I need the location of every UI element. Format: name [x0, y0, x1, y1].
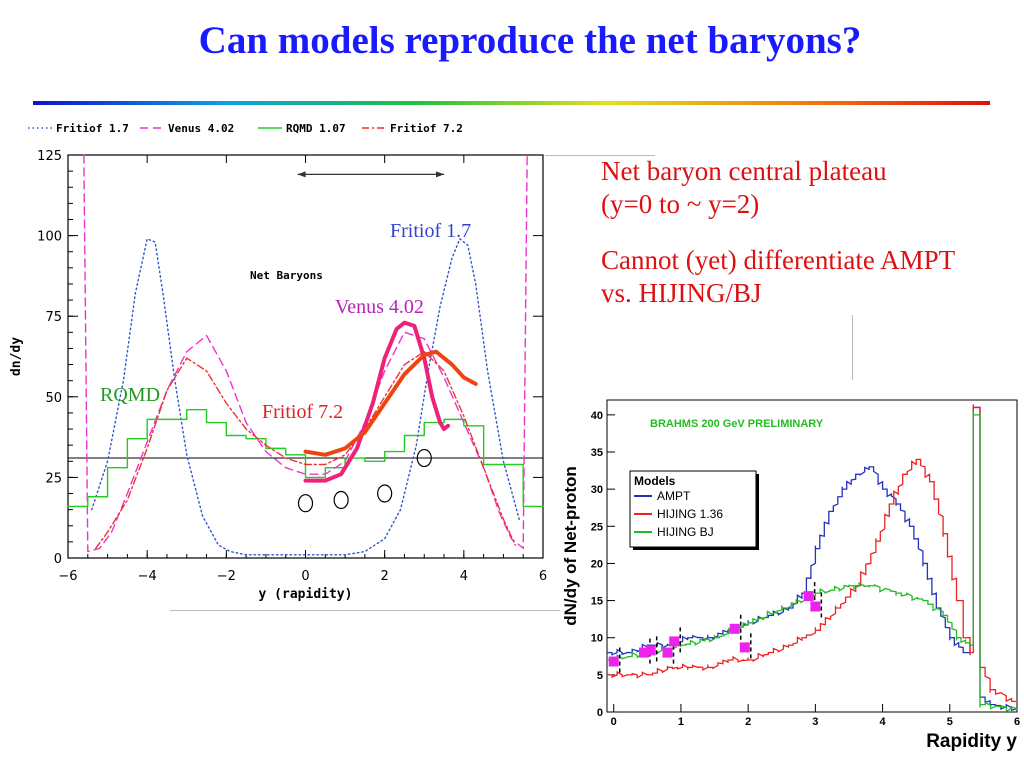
x-tick-label: 6	[539, 569, 547, 584]
series-overlay-orange	[303, 349, 478, 457]
plateau-arrowhead	[436, 171, 445, 178]
data-point	[638, 647, 649, 658]
legend-label: HIJING 1.36	[657, 507, 723, 521]
data-point	[803, 591, 814, 602]
annotation-fritiof-1-7: Fritiof 1.7	[390, 220, 471, 242]
legend-label: Venus 4.02	[168, 122, 234, 135]
right-chart-background	[560, 388, 1024, 768]
x-tick-label: 0	[611, 716, 617, 728]
title-divider	[33, 101, 990, 105]
data-point	[669, 636, 680, 647]
x-axis-label: Rapidity y	[926, 731, 1017, 752]
legend-shadow	[633, 474, 759, 550]
series-hijing-1-36	[606, 404, 1018, 703]
y-tick-label: 100	[37, 230, 62, 245]
y-tick-label: 10	[591, 633, 603, 645]
series-venus-4-02	[83, 154, 528, 553]
divider-line	[545, 155, 655, 156]
chart-title: BRAHMS 200 GeV PRELIMINARY	[650, 418, 824, 430]
y-tick-label: 50	[45, 391, 62, 406]
note-plateau: Net baryon central plateau (y=0 to ~ y=2…	[601, 156, 887, 219]
x-tick-label: 6	[1014, 716, 1020, 728]
y-tick-label: 0	[54, 552, 62, 567]
divider-line	[852, 315, 853, 380]
plateau-arrowhead	[297, 171, 306, 178]
y-axis-label: dn/dy	[9, 337, 24, 376]
y-tick-label: 15	[591, 596, 603, 608]
legend-title: Models	[634, 474, 676, 488]
legend-label: Fritiof 1.7	[56, 122, 129, 135]
series-overlay-magenta	[303, 320, 450, 483]
right-chart-frame	[606, 399, 1018, 713]
series-hijing-bj	[607, 412, 1018, 713]
legend-label: HIJING BJ	[657, 525, 714, 539]
data-point	[297, 494, 314, 513]
y-tick-label: 75	[45, 310, 62, 325]
x-tick-label: 3	[812, 716, 818, 728]
data-point	[608, 656, 619, 667]
divider-line	[170, 610, 560, 611]
data-point	[377, 484, 393, 503]
y-axis-label: dN/dy of Net-proton	[561, 466, 580, 626]
y-tick-label: 35	[591, 447, 603, 459]
x-tick-label: 5	[947, 716, 953, 728]
series-ampt	[606, 406, 1018, 712]
series-fritiof-1-7	[91, 238, 520, 556]
y-tick-label: 5	[597, 670, 603, 682]
data-point	[662, 647, 673, 658]
y-tick-label: 30	[591, 484, 603, 496]
data-point	[645, 645, 656, 656]
legend-box	[629, 470, 757, 548]
x-tick-label: 1	[678, 716, 684, 728]
x-tick-label: −6	[58, 569, 77, 584]
annotation-fritiof-7-2: Fritiof 7.2	[262, 401, 343, 423]
x-tick-label: −2	[217, 569, 236, 584]
series-rqmd-1-07	[67, 408, 544, 508]
data-point	[729, 623, 740, 634]
data-point	[810, 601, 821, 612]
annotation-rqmd: RQMD	[100, 384, 160, 406]
y-tick-label: 125	[37, 149, 62, 164]
x-tick-label: 2	[745, 716, 751, 728]
legend-label: RQMD 1.07	[286, 122, 346, 135]
x-tick-label: −4	[138, 569, 157, 584]
y-tick-label: 0	[597, 707, 603, 719]
x-tick-label: 4	[880, 716, 887, 728]
y-tick-label: 25	[591, 521, 603, 533]
data-point	[416, 448, 432, 468]
x-axis-label: y (rapidity)	[259, 587, 353, 602]
x-tick-label: 0	[301, 569, 309, 584]
chart-title: Net Baryons	[250, 269, 323, 282]
x-tick-label: 2	[381, 569, 389, 584]
annotation-venus-4-02: Venus 4.02	[335, 296, 424, 318]
left-chart-frame	[67, 154, 544, 559]
data-point	[333, 490, 349, 510]
x-tick-label: 4	[460, 569, 468, 584]
series-fritiof-7-2	[95, 350, 516, 550]
legend-label: AMPT	[657, 489, 691, 503]
data-point	[739, 642, 750, 653]
y-tick-label: 25	[45, 471, 62, 486]
note-differentiate: Cannot (yet) differentiate AMPT vs. HIJI…	[601, 245, 955, 308]
legend-label: Fritiof 7.2	[390, 122, 463, 135]
y-tick-label: 20	[591, 558, 603, 570]
slide-title: Can models reproduce the net baryons?	[198, 19, 862, 62]
y-tick-label: 40	[591, 410, 603, 422]
